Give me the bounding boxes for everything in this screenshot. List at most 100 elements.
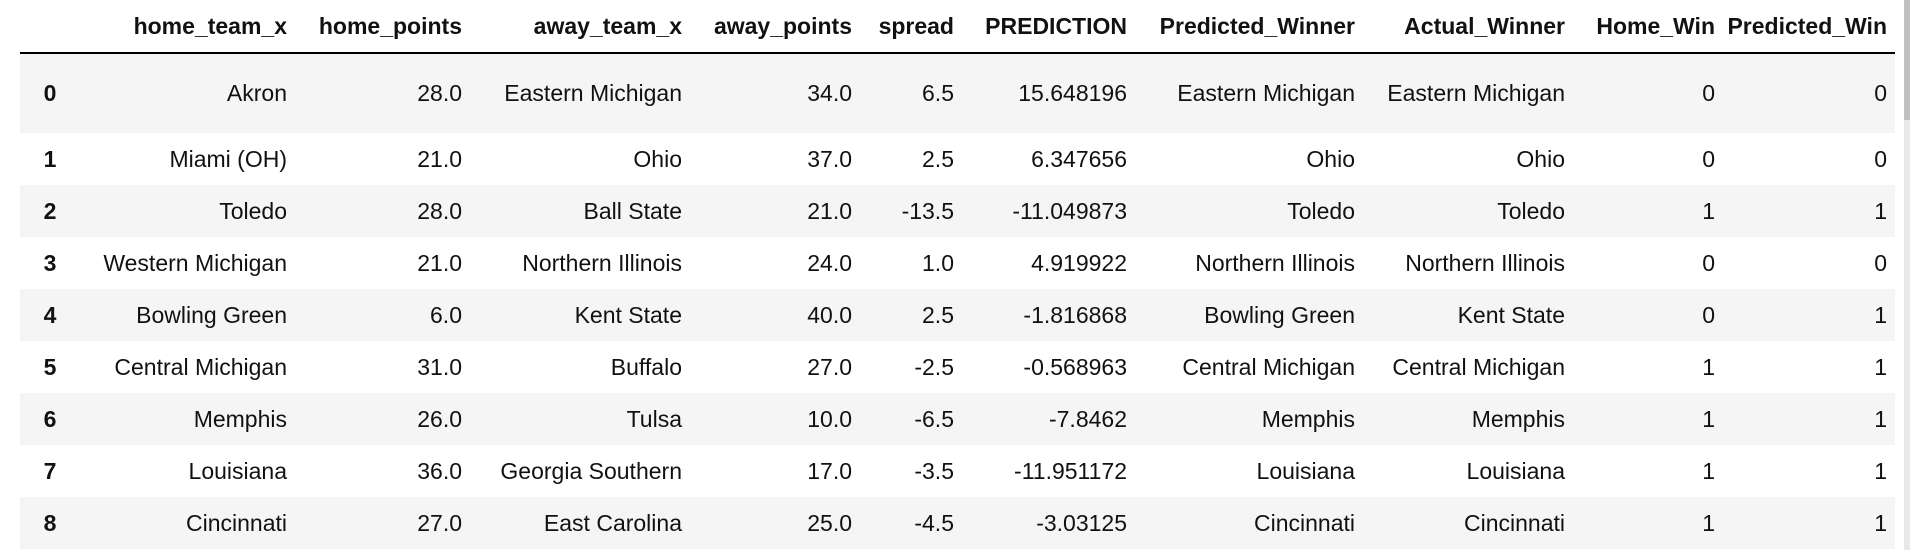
home-win-cell: 1	[1702, 353, 1715, 380]
actual-winner-cell: Kent State	[1457, 301, 1565, 328]
predicted-win-cell: 0	[1874, 145, 1887, 172]
home-team-cell: Akron	[226, 80, 287, 106]
prediction-cell: -7.8462	[1048, 405, 1127, 432]
away-points-cell: 24.0	[807, 249, 852, 276]
spread-cell: -2.5	[914, 353, 954, 380]
predicted-win-cell: 1	[1874, 509, 1887, 536]
row-index: 0	[43, 80, 57, 106]
table-row: 8 Cincinnati 27.0 East Carolina 25.0 -4.…	[20, 497, 1895, 549]
column-header-home-win: Home_Win	[1573, 0, 1723, 54]
column-header-spread: spread	[860, 0, 962, 54]
home-win-cell: 0	[1702, 145, 1715, 172]
predicted-win-cell: 1	[1874, 405, 1887, 432]
away-team-cell: Ohio	[633, 145, 682, 172]
scrollbar-thumb[interactable]	[1904, 0, 1910, 120]
away-points-cell: 21.0	[807, 197, 852, 224]
away-points-cell: 25.0	[807, 509, 852, 536]
away-points-cell: 34.0	[807, 80, 852, 106]
home-win-cell: 1	[1702, 197, 1715, 224]
predicted-win-cell: 1	[1874, 457, 1887, 484]
predicted-win-cell: 0	[1874, 80, 1887, 106]
away-points-cell: 37.0	[807, 145, 852, 172]
away-points-cell: 17.0	[807, 457, 852, 484]
away-team-cell: Eastern Michigan	[504, 80, 682, 106]
column-header-away-points: away_points	[690, 0, 860, 54]
home-points-cell: 21.0	[417, 249, 462, 276]
actual-winner-cell: Louisiana	[1466, 457, 1565, 484]
actual-winner-cell: Ohio	[1516, 145, 1565, 172]
column-header-predicted-winner: Predicted_Winner	[1135, 0, 1363, 54]
predicted-winner-cell: Memphis	[1261, 405, 1355, 432]
home-win-cell: 1	[1702, 509, 1715, 536]
home-team-cell: Central Michigan	[114, 353, 287, 380]
home-points-cell: 28.0	[417, 80, 462, 106]
table-row: 1 Miami (OH) 21.0 Ohio 37.0 2.5 6.347656…	[20, 133, 1895, 185]
row-index: 8	[43, 509, 57, 536]
table-row: 7 Louisiana 36.0 Georgia Southern 17.0 -…	[20, 445, 1895, 497]
predicted-winner-cell: Northern Illinois	[1195, 249, 1355, 276]
home-points-cell: 6.0	[430, 301, 462, 328]
actual-winner-cell: Toledo	[1497, 197, 1565, 224]
home-win-cell: 1	[1702, 405, 1715, 432]
vertical-scrollbar[interactable]	[1904, 0, 1910, 550]
predicted-winner-cell: Central Michigan	[1182, 353, 1355, 380]
row-index: 5	[43, 353, 57, 380]
dataframe-table: home_team_x home_points away_team_x away…	[20, 0, 1895, 549]
column-header-actual-winner: Actual_Winner	[1363, 0, 1573, 54]
prediction-cell: -0.568963	[1023, 353, 1127, 380]
home-points-cell: 27.0	[417, 509, 462, 536]
predicted-winner-cell: Eastern Michigan	[1177, 80, 1355, 106]
column-header-home-team: home_team_x	[80, 0, 295, 54]
table-row: 4 Bowling Green 6.0 Kent State 40.0 2.5 …	[20, 289, 1895, 341]
row-index: 4	[43, 301, 57, 328]
prediction-cell: -11.049873	[1012, 197, 1127, 224]
away-points-cell: 40.0	[807, 301, 852, 328]
table-row: 2 Toledo 28.0 Ball State 21.0 -13.5 -11.…	[20, 185, 1895, 237]
home-team-cell: Bowling Green	[136, 301, 287, 328]
column-header-prediction: PREDICTION	[962, 0, 1135, 54]
home-win-cell: 0	[1702, 301, 1715, 328]
spread-cell: 2.5	[922, 145, 954, 172]
spread-cell: 1.0	[922, 249, 954, 276]
row-index: 7	[43, 457, 57, 484]
home-points-cell: 26.0	[417, 405, 462, 432]
away-points-cell: 10.0	[807, 405, 852, 432]
spread-cell: 6.5	[922, 80, 954, 106]
actual-winner-cell: Central Michigan	[1392, 353, 1565, 380]
prediction-cell: 6.347656	[1031, 145, 1127, 172]
header-row: home_team_x home_points away_team_x away…	[20, 0, 1895, 54]
home-points-cell: 28.0	[417, 197, 462, 224]
home-win-cell: 0	[1702, 249, 1715, 276]
predicted-winner-cell: Ohio	[1306, 145, 1355, 172]
table-row: 0 Akron 28.0 Eastern Michigan 34.0 6.5 1…	[20, 53, 1895, 133]
away-team-cell: Tulsa	[626, 405, 682, 432]
table-row: 6 Memphis 26.0 Tulsa 10.0 -6.5 -7.8462 M…	[20, 393, 1895, 445]
row-index: 3	[43, 249, 57, 276]
away-team-cell: Ball State	[583, 197, 682, 224]
spread-cell: -6.5	[914, 405, 954, 432]
home-win-cell: 0	[1702, 80, 1715, 106]
home-points-cell: 21.0	[417, 145, 462, 172]
prediction-cell: -3.03125	[1036, 509, 1127, 536]
away-points-cell: 27.0	[807, 353, 852, 380]
column-header-home-points: home_points	[295, 0, 470, 54]
prediction-cell: -11.951172	[1014, 457, 1127, 484]
dataframe-output: home_team_x home_points away_team_x away…	[20, 0, 1900, 549]
home-points-cell: 31.0	[417, 353, 462, 380]
predicted-winner-cell: Cincinnati	[1254, 509, 1355, 536]
actual-winner-cell: Eastern Michigan	[1387, 80, 1565, 106]
spread-cell: -4.5	[914, 509, 954, 536]
home-team-cell: Western Michigan	[103, 249, 287, 276]
row-index: 6	[43, 405, 57, 432]
away-team-cell: Buffalo	[610, 353, 682, 380]
away-team-cell: East Carolina	[543, 509, 682, 536]
home-win-cell: 1	[1702, 457, 1715, 484]
predicted-win-cell: 1	[1874, 301, 1887, 328]
actual-winner-cell: Northern Illinois	[1405, 249, 1565, 276]
column-header-predicted-win: Predicted_Win	[1723, 0, 1895, 54]
spread-cell: -3.5	[914, 457, 954, 484]
predicted-winner-cell: Toledo	[1287, 197, 1355, 224]
away-team-cell: Northern Illinois	[522, 249, 682, 276]
away-team-cell: Kent State	[574, 301, 682, 328]
spread-cell: -13.5	[901, 197, 954, 224]
